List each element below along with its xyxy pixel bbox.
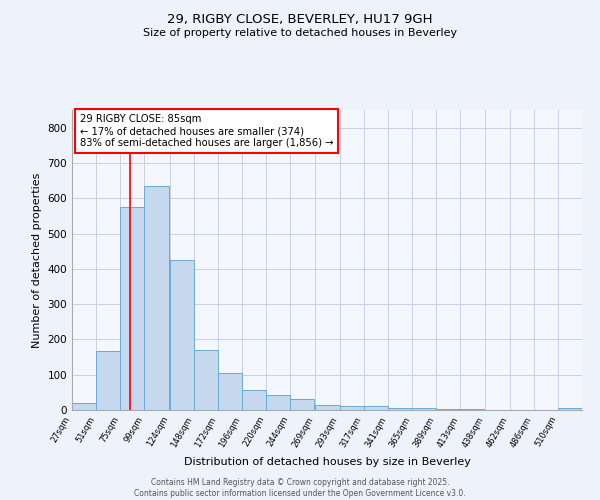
Y-axis label: Number of detached properties: Number of detached properties [32,172,42,348]
Bar [558,408,582,410]
Bar [266,395,290,410]
Bar [316,404,340,410]
Bar [170,260,194,410]
Bar [218,373,242,410]
X-axis label: Distribution of detached houses by size in Beverley: Distribution of detached houses by size … [184,457,470,467]
Bar [96,350,120,410]
Bar [145,186,169,410]
Bar [460,409,484,410]
Text: 29, RIGBY CLOSE, BEVERLEY, HU17 9GH: 29, RIGBY CLOSE, BEVERLEY, HU17 9GH [167,12,433,26]
Bar [388,408,412,410]
Bar [120,207,145,410]
Bar [72,403,96,410]
Bar [242,390,266,410]
Text: 29 RIGBY CLOSE: 85sqm
← 17% of detached houses are smaller (374)
83% of semi-det: 29 RIGBY CLOSE: 85sqm ← 17% of detached … [80,114,333,148]
Text: Contains HM Land Registry data © Crown copyright and database right 2025.
Contai: Contains HM Land Registry data © Crown c… [134,478,466,498]
Bar [436,409,460,410]
Text: Size of property relative to detached houses in Beverley: Size of property relative to detached ho… [143,28,457,38]
Bar [194,350,218,410]
Bar [412,408,436,410]
Bar [340,406,364,410]
Bar [290,398,314,410]
Bar [364,406,388,410]
